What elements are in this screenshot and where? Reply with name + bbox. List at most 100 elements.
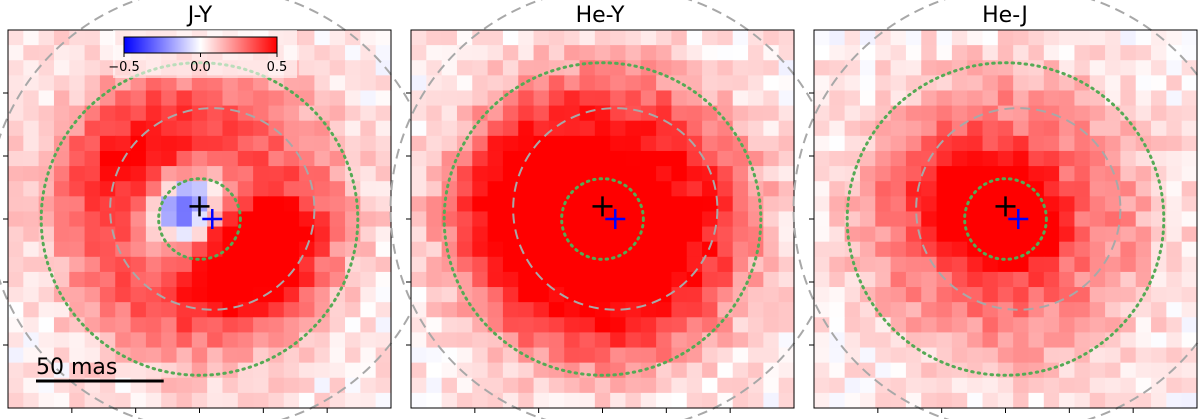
heatmap-cell bbox=[456, 392, 473, 409]
heatmap-cell bbox=[844, 317, 861, 333]
heatmap-cell bbox=[1105, 60, 1121, 76]
heatmap-cell bbox=[890, 120, 907, 137]
heatmap-cell bbox=[1028, 90, 1045, 107]
heatmap-cell bbox=[38, 60, 55, 76]
heatmap-cell bbox=[748, 135, 764, 152]
heatmap-cell bbox=[472, 166, 489, 182]
heatmap-cell bbox=[905, 392, 922, 409]
heatmap-cell bbox=[375, 256, 392, 273]
heatmap-cell bbox=[268, 332, 285, 349]
heatmap-cell bbox=[829, 135, 846, 152]
heatmap-cell bbox=[426, 256, 443, 273]
heatmap-cell bbox=[1089, 105, 1106, 122]
heatmap-cell bbox=[1089, 135, 1106, 152]
heatmap-cell bbox=[548, 135, 565, 152]
heatmap-cell bbox=[253, 75, 270, 92]
heatmap-cell bbox=[84, 90, 101, 107]
heatmap-cell bbox=[1135, 347, 1152, 364]
heatmap-cell bbox=[456, 256, 473, 273]
heatmap-cell bbox=[671, 377, 688, 394]
heatmap-cell bbox=[207, 150, 224, 167]
heatmap-cell bbox=[411, 302, 427, 318]
heatmap-cell bbox=[564, 287, 581, 303]
heatmap-cell bbox=[23, 347, 40, 364]
heatmap-cell bbox=[411, 196, 427, 213]
heatmap-cell bbox=[875, 196, 892, 213]
heatmap-cell bbox=[8, 302, 24, 318]
heatmap-cell bbox=[640, 45, 657, 61]
heatmap-cell bbox=[1059, 241, 1076, 258]
heatmap-cell bbox=[610, 392, 627, 409]
heatmap-cell bbox=[1089, 120, 1106, 137]
heatmap-cell bbox=[982, 105, 999, 122]
heatmap-cell bbox=[967, 347, 984, 364]
heatmap-cell bbox=[53, 392, 70, 409]
heatmap-cell bbox=[487, 211, 504, 228]
heatmap-cell bbox=[487, 256, 504, 273]
heatmap-cell bbox=[191, 211, 208, 228]
heatmap-cell bbox=[99, 271, 116, 288]
heatmap-cell bbox=[314, 150, 331, 167]
heatmap-cell bbox=[518, 332, 535, 349]
heatmap-cell bbox=[99, 181, 116, 197]
heatmap-cell bbox=[1074, 181, 1091, 197]
heatmap-cell bbox=[1028, 332, 1045, 349]
heatmap-cell bbox=[1043, 75, 1060, 92]
heatmap-cell bbox=[579, 166, 596, 182]
heatmap-cell bbox=[890, 135, 907, 152]
heatmap-cell bbox=[610, 332, 627, 349]
heatmap-cell bbox=[411, 256, 427, 273]
centroid-marker bbox=[202, 209, 223, 229]
heatmap-cell bbox=[268, 362, 285, 379]
heatmap-cell bbox=[1043, 211, 1060, 228]
heatmap-cell bbox=[763, 30, 780, 46]
heatmap-cell bbox=[656, 302, 673, 318]
heatmap-cell bbox=[314, 271, 331, 288]
heatmap-cell bbox=[564, 392, 581, 409]
heatmap-cell bbox=[84, 271, 101, 288]
heatmap-cell bbox=[176, 287, 193, 303]
heatmap-cell bbox=[145, 347, 162, 364]
heatmap-cell bbox=[1166, 166, 1183, 182]
heatmap-cell bbox=[268, 302, 285, 318]
heatmap-cell bbox=[1105, 377, 1121, 394]
heatmap-cell bbox=[829, 211, 846, 228]
heatmap-cell bbox=[564, 166, 581, 182]
heatmap-cell bbox=[472, 241, 489, 258]
heatmap-cell bbox=[686, 362, 703, 379]
heatmap-cell bbox=[1089, 226, 1106, 243]
heatmap-cell bbox=[890, 196, 907, 213]
heatmap-cell bbox=[441, 377, 458, 394]
heatmap-cell bbox=[130, 211, 147, 228]
heatmap-cell bbox=[702, 287, 718, 303]
heatmap-cell bbox=[176, 392, 193, 409]
heatmap-cell bbox=[548, 75, 565, 92]
heatmap-cell bbox=[717, 362, 734, 379]
heatmap-cell bbox=[130, 75, 147, 92]
heatmap-cell bbox=[222, 105, 239, 122]
heatmap-cell bbox=[38, 181, 55, 197]
heatmap-cell bbox=[375, 392, 392, 409]
heatmap-cell bbox=[268, 196, 285, 213]
heatmap-cell bbox=[176, 211, 193, 228]
heatmap-cell bbox=[1120, 211, 1137, 228]
heatmap-cell bbox=[283, 317, 300, 333]
heatmap-cell bbox=[594, 211, 611, 228]
heatmap-cell bbox=[1074, 317, 1091, 333]
heatmap-cell bbox=[1181, 166, 1198, 182]
heatmap-cell bbox=[176, 362, 193, 379]
heatmap-cell bbox=[176, 377, 193, 394]
heatmap-cell bbox=[1028, 135, 1045, 152]
heatmap-cell bbox=[53, 181, 70, 197]
heatmap-cell bbox=[732, 392, 749, 409]
heatmap-cell bbox=[1013, 226, 1030, 243]
heatmap-cell bbox=[1059, 362, 1076, 379]
heatmap-cell bbox=[345, 226, 361, 243]
heatmap-cell bbox=[579, 45, 596, 61]
heatmap-cell bbox=[936, 135, 953, 152]
heatmap-cell bbox=[1089, 45, 1106, 61]
heatmap-cell bbox=[875, 30, 892, 46]
heatmap-cell bbox=[38, 90, 55, 107]
heatmap-cell bbox=[222, 347, 239, 364]
heatmap-cell bbox=[69, 166, 86, 182]
